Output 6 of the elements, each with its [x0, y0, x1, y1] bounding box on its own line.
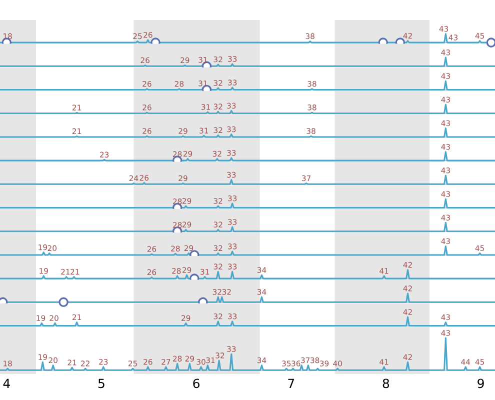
x-tick-label: 5 — [98, 378, 104, 388]
x-tick-label: 4 — [3, 378, 10, 388]
x-tick-label: 7 — [288, 378, 294, 388]
x-tick-label: 6 — [193, 378, 200, 388]
x-tick-label: 8 — [382, 378, 390, 388]
x-tick-label: 9 — [478, 378, 484, 388]
